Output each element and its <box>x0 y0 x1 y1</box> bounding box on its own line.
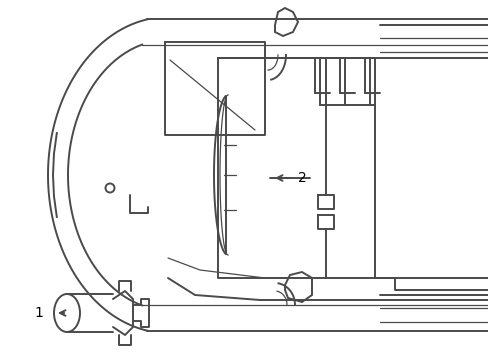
Text: 2: 2 <box>297 171 306 185</box>
Text: 1: 1 <box>34 306 43 320</box>
Polygon shape <box>274 8 297 36</box>
Polygon shape <box>285 272 311 302</box>
Circle shape <box>105 184 114 193</box>
Ellipse shape <box>54 294 80 332</box>
